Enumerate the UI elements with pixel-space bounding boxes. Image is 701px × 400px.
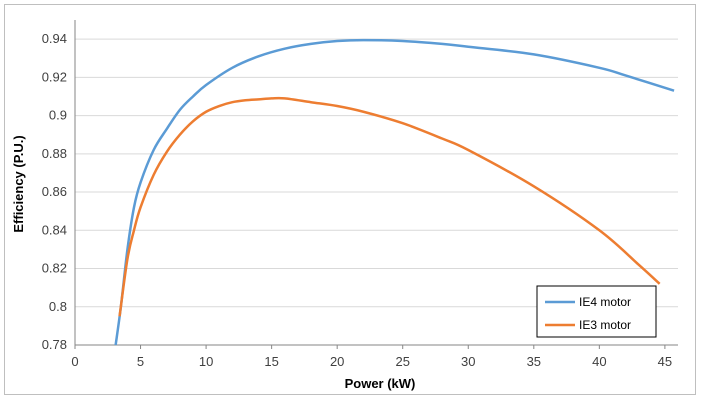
y-tick-label: 0.86 [42, 184, 67, 199]
series-line-ie4-motor [114, 38, 675, 346]
x-axis-title: Power (kW) [345, 376, 416, 391]
y-tick-label: 0.94 [42, 31, 67, 46]
series-lines [114, 38, 675, 346]
x-tick-label: 45 [658, 354, 672, 369]
y-tick-label: 0.78 [42, 337, 67, 352]
tick-labels: 0.78 0.8 0.82 0.84 0.86 0.88 0.9 0.92 0.94 0 5 10 15… [42, 31, 672, 369]
y-tick-label: 0.9 [49, 108, 67, 123]
x-tick-label: 0 [71, 354, 78, 369]
x-tick-label: 35 [527, 354, 541, 369]
x-tick-label: 10 [199, 354, 213, 369]
y-tick-label: 0.8 [49, 299, 67, 314]
x-tick-label: 15 [264, 354, 278, 369]
x-tick-label: 5 [137, 354, 144, 369]
series-line-ie3-motor [118, 96, 661, 317]
y-tick-label: 0.84 [42, 222, 67, 237]
legend: IE4 motor IE3 motor [536, 285, 657, 338]
x-tick-label: 25 [395, 354, 409, 369]
x-tick-label: 30 [461, 354, 475, 369]
legend-box [536, 285, 657, 338]
gridlines [75, 38, 678, 308]
y-axis-title: Efficiency (P.U.) [11, 135, 26, 232]
legend-label-ie4: IE4 motor [579, 295, 631, 309]
x-tick-label: 20 [330, 354, 344, 369]
y-tick-label: 0.82 [42, 261, 67, 276]
y-tick-label: 0.88 [42, 146, 67, 161]
y-tick-label: 0.92 [42, 69, 67, 84]
legend-label-ie3: IE3 motor [579, 318, 631, 332]
x-tick-label: 40 [592, 354, 606, 369]
axes [74, 20, 678, 349]
